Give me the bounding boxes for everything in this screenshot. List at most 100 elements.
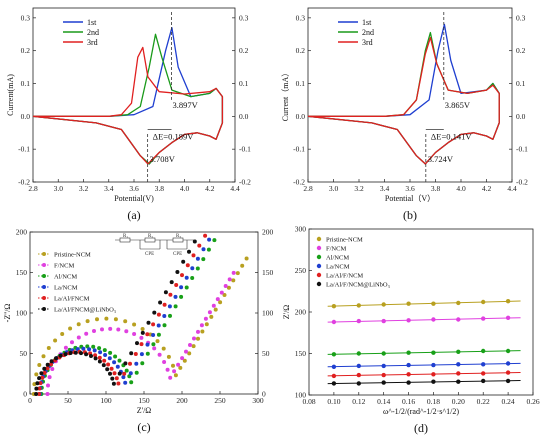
y-tick-label: 0.3 (21, 13, 31, 22)
y-tick-label: 100 (16, 309, 28, 318)
data-point (133, 352, 138, 356)
data-point (162, 302, 167, 307)
data-point (406, 301, 411, 306)
data-point (201, 257, 206, 262)
data-point (76, 335, 81, 340)
data-point (191, 253, 196, 258)
y-tick-label-right: 150 (262, 268, 274, 277)
y-tick-label: 150 (16, 268, 28, 277)
x-tick-label: 4.2 (482, 184, 492, 193)
data-point (162, 360, 167, 364)
data-point (192, 336, 196, 341)
data-point (100, 327, 104, 332)
data-point (151, 333, 156, 337)
x-tick-label: 0.24 (502, 397, 515, 406)
series-La/Al/FNCM (37, 233, 208, 396)
data-point (223, 284, 228, 288)
data-point (406, 350, 411, 355)
x-tick-label: 3.2 (354, 184, 364, 193)
data-point (60, 332, 65, 336)
data-point (381, 302, 386, 307)
y-axis-label: -Z''/Ω (3, 304, 12, 323)
circuit-label: R₃ (176, 234, 181, 239)
y-tick-label-right: 200 (262, 228, 274, 237)
legend-marker (42, 307, 46, 311)
legend-label: 3rd (362, 38, 373, 47)
data-point (47, 375, 52, 380)
fit-line (327, 350, 521, 355)
legend-label: 1st (362, 18, 372, 27)
data-point (196, 336, 200, 341)
data-point (456, 349, 461, 354)
legend-marker (42, 274, 46, 278)
y-tick-label: 0.2 (21, 46, 31, 55)
legend-label: La/NCM (54, 285, 78, 292)
data-point (213, 307, 218, 312)
data-point (108, 371, 112, 376)
data-point (46, 346, 51, 350)
data-point (331, 319, 337, 325)
data-point (431, 372, 436, 377)
data-point (45, 362, 50, 367)
data-point (173, 373, 178, 378)
data-point (128, 361, 132, 366)
data-point (188, 343, 192, 347)
data-point (152, 346, 157, 351)
data-point (165, 367, 170, 372)
y-axis-label: Current（mA） (281, 69, 290, 121)
data-point (127, 374, 132, 379)
annotation-delta-e: ΔE=0.189V (153, 131, 195, 141)
data-point (132, 322, 137, 327)
circuit-label: CPE (145, 252, 154, 257)
legend-label: La/Al/FNCM@LiNbO₃ (54, 307, 116, 314)
data-point (123, 380, 128, 385)
y-tick-label-right: 0.1 (239, 79, 249, 88)
y-tick-label: -0.1 (18, 145, 30, 154)
annotation-oxidation: 3.897V (172, 100, 198, 110)
x-tick-label: 0 (28, 396, 32, 405)
x-tick-label: 150 (138, 396, 150, 405)
data-point (113, 317, 118, 322)
x-tick-label: 3.2 (79, 184, 89, 193)
data-point (356, 363, 361, 369)
data-point (481, 371, 486, 376)
data-point (38, 381, 43, 386)
data-point (231, 278, 236, 283)
data-point (116, 381, 121, 386)
data-point (331, 364, 337, 369)
data-point (481, 362, 486, 367)
data-point (191, 344, 196, 349)
data-point (356, 318, 361, 324)
y-tick-label: 200 (295, 308, 307, 317)
data-point (505, 378, 511, 384)
data-point (456, 362, 461, 367)
y-tick-label-right: 50 (262, 349, 270, 358)
data-point (32, 382, 37, 387)
legend-label: La/Al/F/NCM@LiNbO₃ (326, 282, 390, 289)
data-point (431, 301, 436, 306)
data-point (331, 304, 337, 309)
x-tick-label: 0.14 (377, 397, 390, 406)
data-point (161, 346, 166, 351)
data-point (145, 342, 150, 347)
data-point (431, 379, 436, 384)
data-point (157, 352, 162, 357)
y-tick-label-right: 0 (262, 390, 266, 399)
x-axis-label: Potential(V) (114, 194, 154, 203)
data-point (204, 322, 209, 327)
data-point (114, 376, 119, 381)
data-point (102, 358, 107, 363)
data-point (42, 370, 47, 375)
legend-label: 3rd (87, 38, 98, 47)
annotation-delta-e: ΔE=0.141V (431, 131, 473, 141)
data-point (206, 247, 211, 252)
data-point (103, 353, 108, 357)
data-point (207, 237, 212, 242)
data-point (218, 300, 223, 305)
data-point (222, 293, 227, 297)
data-point (331, 352, 337, 357)
data-point (207, 310, 212, 315)
x-axis-label: ω^-1/2/(rad^-1/2·s^1/2) (383, 407, 459, 416)
data-point (156, 312, 161, 317)
